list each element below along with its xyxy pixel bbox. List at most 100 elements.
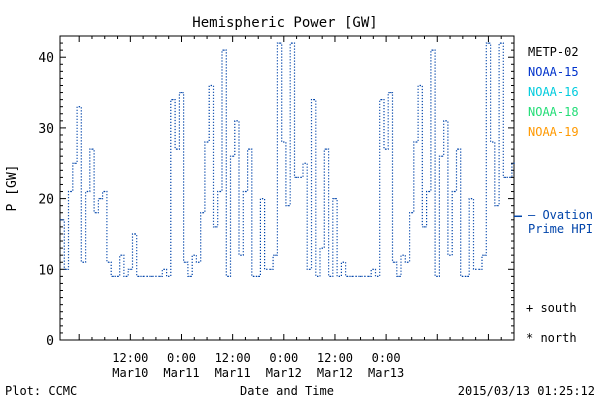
data-point — [172, 99, 174, 101]
legend-item-noaa-19: NOAA-19 — [528, 125, 579, 139]
data-point — [236, 120, 238, 122]
chart-title: Hemispheric Power [GW] — [192, 15, 377, 31]
data-point — [266, 268, 268, 270]
data-point — [402, 254, 404, 256]
data-point — [197, 261, 200, 263]
data-point — [394, 261, 396, 263]
data-point — [487, 42, 490, 44]
data-point — [436, 275, 438, 277]
legend-item-noaa-15: NOAA-15 — [528, 65, 579, 79]
data-point — [432, 49, 434, 51]
data-point — [496, 205, 498, 207]
data-point — [189, 275, 191, 277]
data-point — [500, 42, 502, 44]
data-point — [168, 275, 170, 277]
data-point — [108, 261, 110, 263]
data-point — [475, 268, 477, 270]
data-point — [134, 233, 136, 235]
data-point — [65, 268, 67, 270]
data-point — [270, 268, 272, 270]
data-point — [411, 212, 413, 214]
y-tick-label: 20 — [38, 193, 54, 208]
data-point — [334, 198, 336, 200]
data-point — [253, 275, 255, 277]
footer-credit: Plot: CCMC — [5, 384, 77, 398]
data-point — [82, 261, 85, 263]
data-point — [125, 275, 127, 277]
data-point — [513, 162, 515, 164]
data-point — [479, 268, 481, 270]
data-point — [368, 275, 370, 277]
data-point — [249, 148, 251, 150]
data-point — [116, 275, 119, 277]
data-point — [453, 190, 455, 193]
data-point — [295, 176, 298, 178]
data-point — [151, 275, 153, 277]
data-point — [142, 275, 144, 277]
data-point — [159, 275, 161, 277]
data-point — [210, 84, 212, 87]
data-point — [146, 275, 148, 277]
data-point — [176, 148, 178, 150]
x-axis-label: Date and Time — [240, 384, 334, 398]
data-point — [389, 91, 391, 94]
data-point — [308, 268, 310, 270]
data-point — [278, 42, 281, 44]
north-marker-legend: * north — [526, 331, 577, 345]
x-tick-label-date: Mar13 — [368, 366, 404, 380]
data-point — [214, 226, 217, 228]
x-tick-label-date: Mar11 — [215, 366, 251, 380]
data-point — [449, 254, 451, 256]
x-tick-label-time: 12:00 — [215, 351, 251, 365]
plot-frame — [59, 35, 515, 341]
data-point — [347, 275, 349, 277]
data-point — [87, 190, 89, 193]
data-point — [274, 254, 276, 256]
data-point — [492, 141, 494, 143]
data-point — [155, 275, 157, 277]
data-point — [223, 49, 225, 51]
data-point — [304, 162, 306, 164]
legend-item-noaa-16: NOAA-16 — [528, 85, 579, 99]
data-point — [419, 84, 421, 87]
data-point — [78, 106, 80, 108]
data-point — [457, 148, 460, 150]
data-point — [372, 268, 374, 270]
x-tick-label-time: 0:00 — [372, 351, 401, 365]
data-point — [317, 275, 319, 277]
data-point — [300, 176, 302, 178]
x-tick-label-time: 0:00 — [167, 351, 196, 365]
x-tick-label-time: 0:00 — [269, 351, 298, 365]
data-point — [112, 275, 114, 277]
data-point — [104, 190, 106, 193]
data-point — [180, 91, 183, 94]
data-point — [163, 268, 166, 270]
data-point — [321, 247, 323, 249]
data-point — [504, 176, 507, 178]
data-point — [257, 275, 259, 277]
legend: METP-02 NOAA-15 NOAA-16 NOAA-18 NOAA-19 — Ova… — [514, 45, 593, 345]
y-axis-label: P [GW] — [5, 165, 20, 212]
data-point — [202, 212, 204, 214]
data-point — [423, 226, 426, 228]
x-tick-label-date: Mar12 — [266, 366, 302, 380]
data-point — [313, 99, 315, 101]
x-tick-label-time: 12:00 — [317, 351, 353, 365]
data-point — [138, 275, 140, 277]
x-tick-label-time: 12:00 — [112, 351, 148, 365]
data-point — [509, 176, 511, 178]
data-point — [338, 275, 340, 277]
x-axis: 12:00Mar100:00Mar1112:00Mar110:00Mar1212… — [78, 36, 502, 380]
y-tick-label: 40 — [38, 51, 54, 66]
data-point — [232, 155, 234, 157]
footer-timestamp: 2015/03/13 01:25:12 — [458, 384, 595, 398]
data-point — [61, 219, 63, 221]
data-point — [359, 275, 362, 277]
data-point — [193, 254, 195, 256]
data-point — [415, 141, 417, 143]
data-point — [283, 141, 285, 143]
data-point — [462, 275, 464, 277]
data-point — [483, 254, 485, 256]
data-point — [351, 275, 353, 277]
data-point — [406, 261, 409, 263]
